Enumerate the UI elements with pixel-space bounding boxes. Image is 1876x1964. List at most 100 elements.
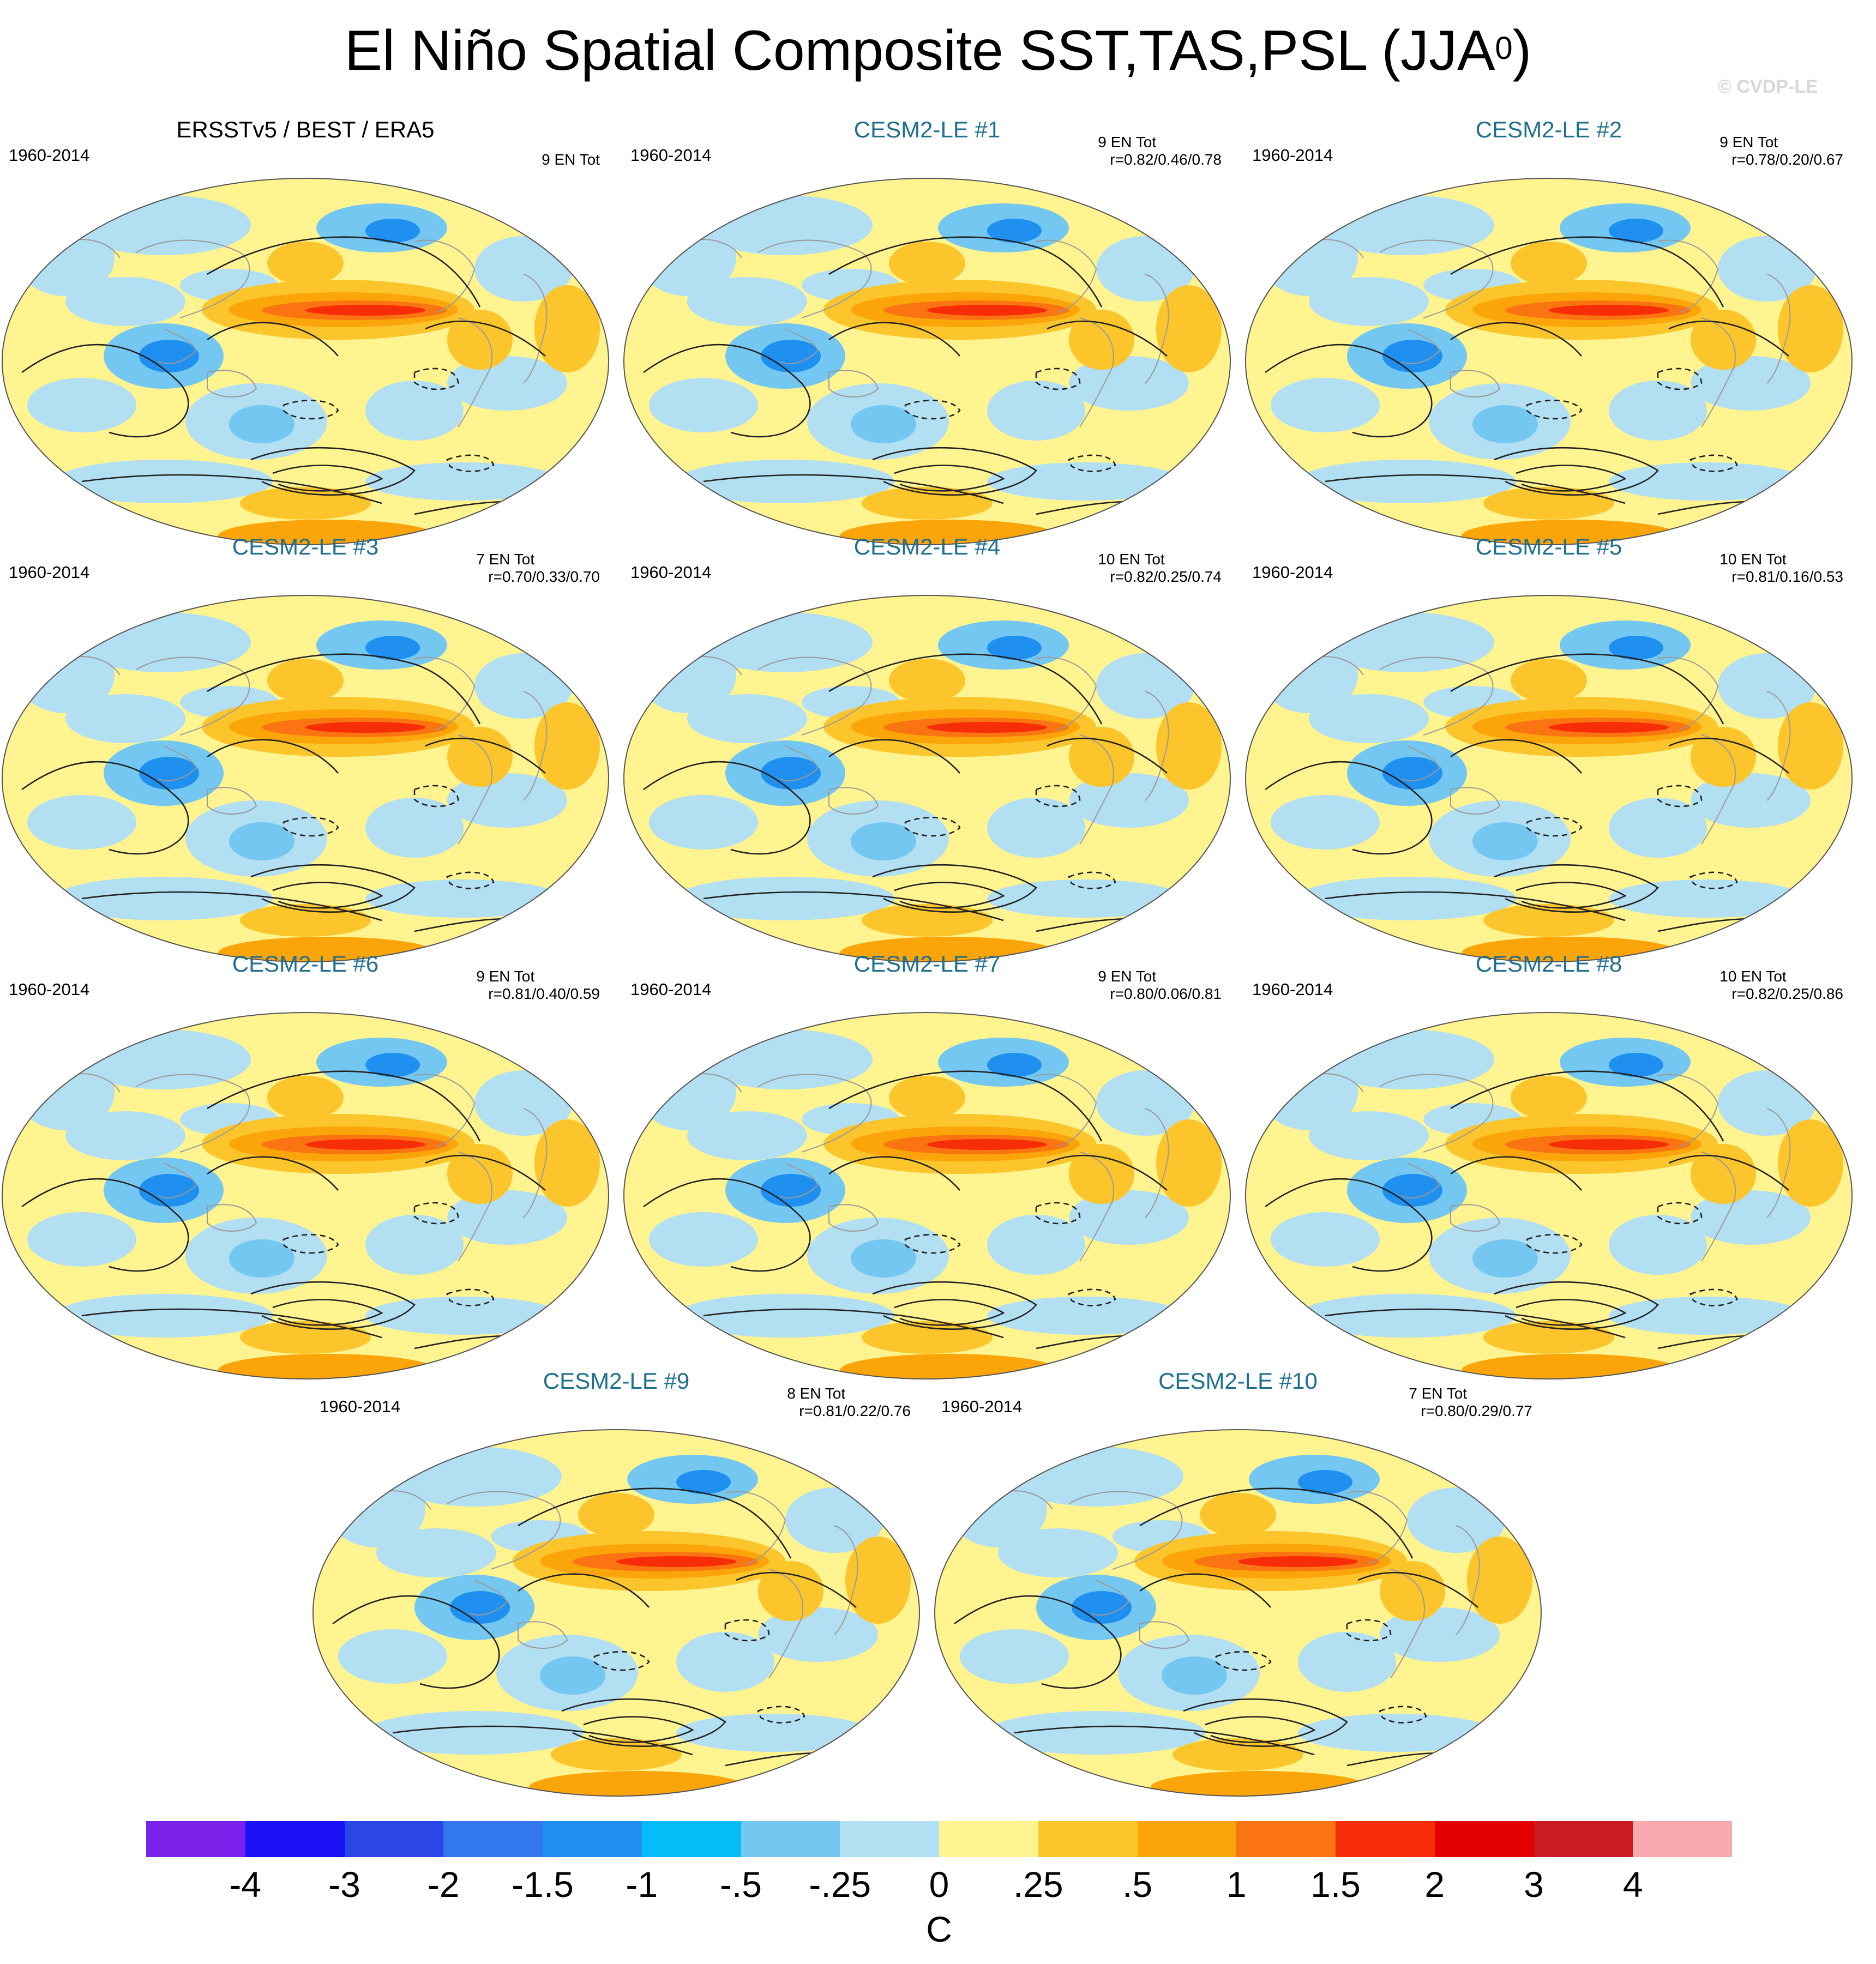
panel-title: CESM2-LE #7 xyxy=(853,951,1001,977)
legend-swatch xyxy=(543,1821,642,1857)
panel-stats: 9 EN Tot r=0.81/0.40/0.59 xyxy=(476,968,600,1003)
color-legend: -4 -3 -2 -1.5 -1 -.5 -.25 0 .25 .5 1 1.5 2 3 4 C xyxy=(146,1821,1732,1957)
legend-swatch xyxy=(146,1821,245,1857)
panel-title: CESM2-LE #10 xyxy=(1158,1368,1318,1394)
event-count: 9 EN Tot xyxy=(542,151,600,168)
event-count: 9 EN Tot xyxy=(1098,968,1157,985)
legend-tick: -3 xyxy=(328,1864,360,1905)
panel-title: CESM2-LE #2 xyxy=(1475,117,1622,142)
legend-swatch xyxy=(641,1821,741,1857)
legend-tick: .5 xyxy=(1122,1864,1153,1905)
pattern-correlation: r=0.78/0.20/0.67 xyxy=(1731,151,1843,168)
panel-title: CESM2-LE #4 xyxy=(853,534,1001,559)
event-count: 10 EN Tot xyxy=(1719,551,1787,568)
panel-period: 1960-2014 xyxy=(1252,146,1333,165)
legend-tick: 4 xyxy=(1622,1864,1643,1905)
pattern-correlation: r=0.82/0.25/0.86 xyxy=(1731,985,1843,1002)
panel-title: CESM2-LE #1 xyxy=(853,117,1001,142)
map-panel: ERSSTv5 / BEST / ERA5 1960-2014 9 EN Tot xyxy=(0,112,611,545)
panel-title: CESM2-LE #9 xyxy=(543,1368,690,1394)
panel-period: 1960-2014 xyxy=(941,1397,1023,1416)
panel-stats: 9 EN Tot r=0.80/0.06/0.81 xyxy=(1098,968,1222,1003)
legend-tick: -.5 xyxy=(719,1864,762,1905)
legend-tick: 3 xyxy=(1524,1864,1544,1905)
globe-map xyxy=(2,178,609,545)
event-count: 9 EN Tot xyxy=(476,968,535,985)
pattern-correlation: r=0.81/0.22/0.76 xyxy=(799,1402,911,1419)
event-count: 8 EN Tot xyxy=(787,1385,846,1402)
panel-title: CESM2-LE #5 xyxy=(1475,534,1622,559)
pattern-correlation: r=0.80/0.29/0.77 xyxy=(1421,1402,1532,1419)
panel-period: 1960-2014 xyxy=(9,146,90,165)
panel-period: 1960-2014 xyxy=(1252,980,1333,999)
panel-stats: 9 EN Tot xyxy=(542,151,600,168)
globe-map xyxy=(623,1012,1231,1379)
legend-tick: -1.5 xyxy=(512,1864,574,1905)
legend-swatch xyxy=(741,1821,840,1857)
pattern-correlation: r=0.82/0.25/0.74 xyxy=(1110,568,1222,585)
map-panel: CESM2-LE #8 1960-2014 10 EN Tot r=0.82/0.25… xyxy=(1243,946,1854,1379)
panel-stats: 9 EN Tot r=0.78/0.20/0.67 xyxy=(1719,134,1843,168)
legend-swatch xyxy=(1137,1821,1237,1857)
globe-map xyxy=(1245,178,1853,545)
legend-unit-label: C xyxy=(926,1909,952,1949)
pattern-correlation: r=0.81/0.40/0.59 xyxy=(488,985,600,1002)
globe-map xyxy=(1245,595,1853,962)
legend-swatch xyxy=(840,1821,939,1857)
watermark: © CVDP-LE xyxy=(1718,76,1818,97)
globe-map xyxy=(312,1429,920,1797)
legend-swatch xyxy=(1633,1821,1732,1857)
panel-stats: 10 EN Tot r=0.82/0.25/0.74 xyxy=(1098,551,1222,586)
globe-map xyxy=(623,595,1231,962)
panel-stats: 7 EN Tot r=0.70/0.33/0.70 xyxy=(476,551,600,586)
globe-map xyxy=(1245,1012,1853,1379)
pattern-correlation: r=0.80/0.06/0.81 xyxy=(1110,985,1222,1002)
legend-swatch xyxy=(1038,1821,1138,1857)
panel-period: 1960-2014 xyxy=(1252,563,1333,582)
legend-tick: -4 xyxy=(229,1864,262,1905)
legend-swatch xyxy=(344,1821,444,1857)
legend-tick: 2 xyxy=(1424,1864,1445,1905)
map-panel: CESM2-LE #4 1960-2014 10 EN Tot r=0.82/0.25… xyxy=(622,529,1232,962)
legend-tick: .25 xyxy=(1013,1864,1063,1905)
legend-color-bar xyxy=(146,1821,1732,1857)
legend-tick: 1 xyxy=(1226,1864,1247,1905)
legend-swatch xyxy=(1336,1821,1435,1857)
panel-period: 1960-2014 xyxy=(9,563,90,582)
legend-swatch xyxy=(1534,1821,1633,1857)
event-count: 7 EN Tot xyxy=(1409,1385,1468,1402)
event-count: 9 EN Tot xyxy=(1098,134,1157,150)
event-count: 10 EN Tot xyxy=(1098,551,1165,568)
map-panel: CESM2-LE #1 1960-2014 9 EN Tot r=0.82/0.46/… xyxy=(622,112,1232,545)
event-count: 9 EN Tot xyxy=(1719,134,1778,150)
panel-title: CESM2-LE #3 xyxy=(232,534,379,559)
panel-stats: 9 EN Tot r=0.82/0.46/0.78 xyxy=(1098,134,1222,168)
legend-tick: 1.5 xyxy=(1310,1864,1361,1905)
panel-period: 1960-2014 xyxy=(320,1397,401,1416)
map-panel: CESM2-LE #5 1960-2014 10 EN Tot r=0.81/0.16… xyxy=(1243,529,1854,962)
globe-map xyxy=(934,1429,1542,1797)
panel-period: 1960-2014 xyxy=(630,563,712,582)
legend-tick: -.25 xyxy=(809,1864,871,1905)
map-panel: CESM2-LE #9 1960-2014 8 EN Tot r=0.81/0.22/… xyxy=(311,1363,922,1797)
globe-map xyxy=(623,178,1231,545)
map-panel: CESM2-LE #6 1960-2014 9 EN Tot r=0.81/0.40/… xyxy=(0,946,611,1379)
map-panel: CESM2-LE #3 1960-2014 7 EN Tot r=0.70/0.33/… xyxy=(0,529,611,962)
globe-map xyxy=(2,1012,609,1379)
panel-title: ERSSTv5 / BEST / ERA5 xyxy=(176,117,435,142)
legend-swatch xyxy=(443,1821,543,1857)
legend-swatch xyxy=(1236,1821,1336,1857)
pattern-correlation: r=0.70/0.33/0.70 xyxy=(488,568,600,585)
panel-stats: 10 EN Tot r=0.81/0.16/0.53 xyxy=(1719,551,1843,586)
map-panel: CESM2-LE #2 1960-2014 9 EN Tot r=0.78/0.20/… xyxy=(1243,112,1854,545)
legend-swatch xyxy=(1434,1821,1534,1857)
event-count: 7 EN Tot xyxy=(476,551,535,568)
event-count: 10 EN Tot xyxy=(1719,968,1787,985)
legend-tick: -1 xyxy=(626,1864,658,1905)
map-panel: CESM2-LE #10 1960-2014 7 EN Tot r=0.80/0.29… xyxy=(933,1363,1543,1797)
legend-swatch xyxy=(939,1821,1038,1857)
legend-swatch xyxy=(245,1821,345,1857)
panel-period: 1960-2014 xyxy=(630,980,712,999)
panel-period: 1960-2014 xyxy=(9,980,90,999)
figure-title: El Niño Spatial Composite SST,TAS,PSL (J… xyxy=(344,19,1532,82)
